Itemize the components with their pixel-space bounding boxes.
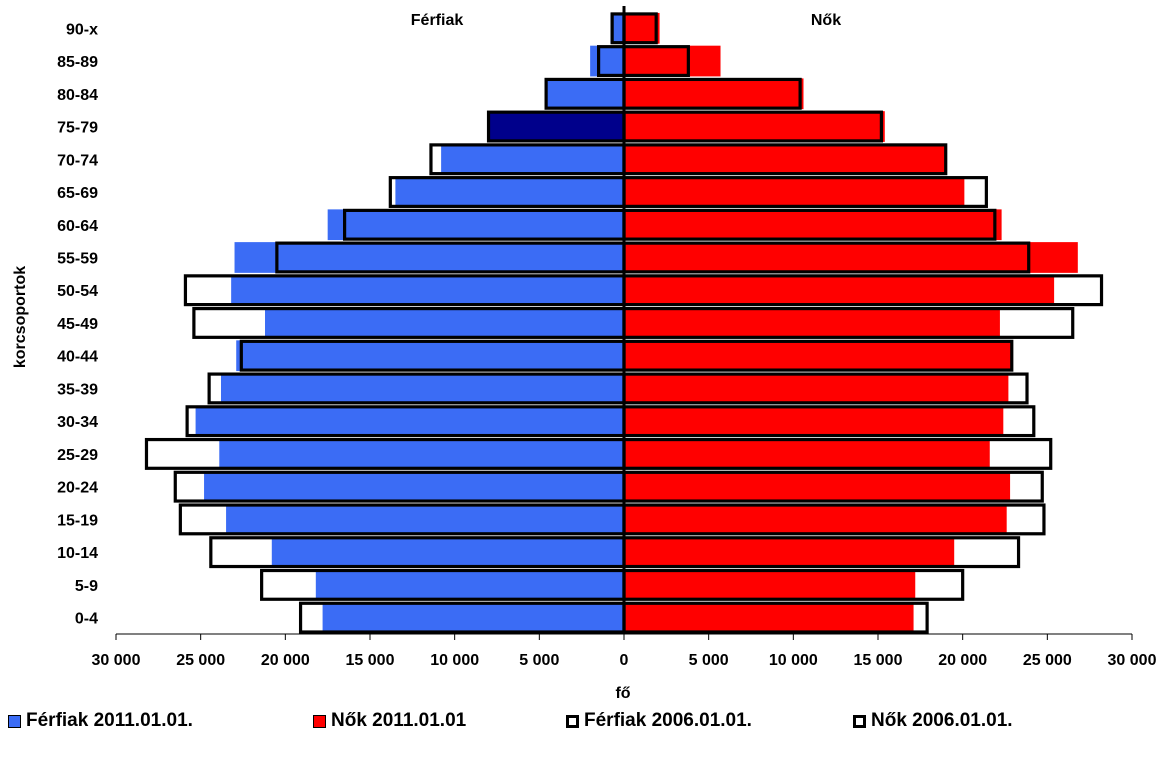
bar-n-k-2011-01-01-0-4 [624,602,914,633]
bar-f-rfiak-2011-01-01-30-34 [195,405,624,437]
legend-item-women-2011: Nők 2011.01.01 [313,710,466,732]
bar-n-k-2011-01-01-5-9 [624,569,916,601]
y-tick-label: 20-24 [57,480,98,497]
x-tick-label: 20 000 [261,652,310,669]
bar-n-k-2011-01-01-50-54 [624,274,1055,306]
y-tick-label: 50-54 [57,283,98,300]
legend: Férfiak 2011.01.01. Nők 2011.01.01 Férfi… [0,700,1169,740]
legend-item-men-2006: Férfiak 2006.01.01. [566,710,752,732]
bar-f-rfiak-2011-01-01-5-9 [315,569,624,601]
bar-f-rfiak-2011-01-01-10-14 [271,536,624,568]
legend-label-men-2006: Férfiak 2006.01.01. [584,710,752,731]
y-axis-label: korcsoportok [12,266,29,368]
x-tick-label: 0 [620,652,629,669]
bar-f-rfiak-2011-01-01-90-x [610,12,624,44]
y-tick-label: 85-89 [57,54,98,71]
y-tick-label: 90-x [66,21,98,38]
x-tick-label: 25 000 [176,652,225,669]
legend-label-men-2011: Férfiak 2011.01.01. [26,710,193,731]
bars-layer [195,12,1078,633]
y-tick-label: 70-74 [57,152,98,169]
bar-f-rfiak-2011-01-01-55-59 [234,242,624,273]
bar-n-k-2011-01-01-10-14 [624,536,955,568]
x-tick-label: 5 000 [689,652,729,669]
y-tick-label: 40-44 [57,349,98,366]
y-tick-label: 35-39 [57,381,98,398]
legend-swatch-men-2011 [8,714,21,728]
bar-f-rfiak-2011-01-01-75-79 [488,111,624,142]
bar-n-k-2011-01-01-75-79 [624,111,885,142]
bar-f-rfiak-2011-01-01-0-4 [322,602,624,633]
bar-n-k-2011-01-01-60-64 [624,209,1002,241]
bar-n-k-2011-01-01-90-x [624,12,660,44]
y-tick-label: 30-34 [57,414,98,431]
bar-n-k-2011-01-01-40-44 [624,340,1012,372]
legend-label-women-2006: Nők 2006.01.01. [871,710,1013,731]
legend-swatch-women-2006 [853,714,866,728]
y-tick-label: 5-9 [75,578,98,595]
bar-n-k-2011-01-01-20-24 [624,471,1011,503]
bar-n-k-2011-01-01-65-69 [624,176,965,208]
bar-f-rfiak-2011-01-01-80-84 [546,78,624,110]
bar-f-rfiak-2011-01-01-60-64 [327,209,624,241]
bar-f-rfiak-2011-01-01-15-19 [226,504,624,535]
bar-n-k-2011-01-01-70-74 [624,143,946,175]
legend-item-women-2006: Nők 2006.01.01. [853,710,1013,732]
x-tick-label: 5 000 [519,652,559,669]
bar-f-rfiak-2011-01-01-70-74 [441,143,624,175]
bar-f-rfiak-2011-01-01-40-44 [236,340,625,372]
bar-n-k-2011-01-01-30-34 [624,405,1004,437]
left-side-label: Férfiak [411,12,464,29]
bar-f-rfiak-2011-01-01-65-69 [395,176,624,208]
bar-n-k-2011-01-01-45-49 [624,307,1000,339]
bar-n-k-2011-01-01-25-29 [624,438,990,470]
y-tick-label: 65-69 [57,185,98,202]
x-tick-label: 15 000 [346,652,395,669]
bar-n-k-2011-01-01-55-59 [624,242,1078,273]
y-tick-label: 55-59 [57,250,98,267]
bar-f-rfiak-2011-01-01-35-39 [220,373,625,404]
bar-n-k-2011-01-01-85-89 [624,45,721,77]
x-tick-label: 15 000 [854,652,903,669]
y-tick-label: 0-4 [75,611,98,628]
y-tick-label: 45-49 [57,316,98,333]
legend-swatch-women-2011 [313,714,326,728]
y-tick-label: 10-14 [57,545,98,562]
bar-f-rfiak-2011-01-01-50-54 [231,274,624,306]
x-axis-label: fő [615,685,630,700]
legend-swatch-men-2006 [566,714,579,728]
y-tick-label: 80-84 [57,87,98,104]
x-tick-label: 10 000 [769,652,818,669]
bar-f-rfiak-2011-01-01-85-89 [590,45,624,77]
y-tick-label: 60-64 [57,218,98,235]
axis-layer: 30 000 25 000 20 000 15 000 10 000 5 000 0 5 00… [57,6,1157,669]
bar-f-rfiak-2011-01-01-20-24 [204,471,625,503]
x-tick-label: 30 000 [92,652,141,669]
bar-f-rfiak-2011-01-01-45-49 [265,307,624,339]
legend-item-men-2011: Férfiak 2011.01.01. [8,710,193,732]
x-tick-label: 30 000 [1108,652,1157,669]
bar-n-k-2011-01-01-80-84 [624,78,804,110]
x-tick-label: 25 000 [1023,652,1072,669]
y-tick-label: 25-29 [57,447,98,464]
x-tick-label: 10 000 [430,652,479,669]
bar-f-rfiak-2011-01-01-25-29 [219,438,625,470]
bar-n-k-2011-01-01-35-39 [624,373,1009,404]
y-tick-label: 75-79 [57,120,98,137]
bar-n-k-2011-01-01-15-19 [624,504,1007,535]
y-tick-label: 15-19 [57,512,98,529]
right-side-label: Nők [811,12,841,29]
legend-label-women-2011: Nők 2011.01.01 [331,710,467,731]
population-pyramid-chart: 30 000 25 000 20 000 15 000 10 000 5 000 0 5 00… [12,6,1157,700]
x-tick-label: 20 000 [938,652,987,669]
